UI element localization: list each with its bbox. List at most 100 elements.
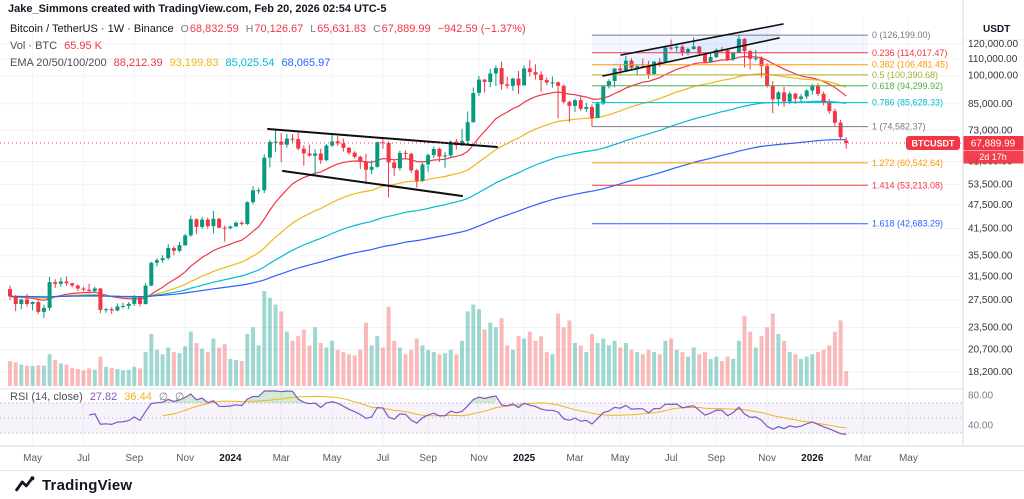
time-tick-May: May: [611, 453, 630, 464]
rsi-line: [88, 390, 847, 436]
time-tick-Sep: Sep: [419, 453, 437, 464]
rsi-empty-slot-2: ∅: [174, 391, 185, 403]
time-tick-2026: 2026: [801, 453, 824, 464]
symbol-legend[interactable]: Bitcoin / TetherUS · 1W · Binance O 68,83…: [10, 23, 526, 35]
ema-200-line: [10, 139, 847, 298]
fib-label-0: 0 (126,199.00): [872, 30, 931, 40]
time-tick-May: May: [23, 453, 42, 464]
fib-label-1.272: 1.272 (60,542.64): [872, 158, 943, 168]
rsi-empty-slot-1: ∅: [158, 391, 168, 403]
grid-lines: [0, 18, 963, 446]
fib-label-0.5: 0.5 (100,390.68): [872, 70, 938, 80]
time-tick-Nov: Nov: [470, 453, 488, 464]
rsi-label: RSI (14, close): [10, 391, 83, 403]
wedge-upper[interactable]: [620, 23, 784, 56]
svg-text:110,000.00: 110,000.00: [968, 54, 1018, 65]
time-tick-Mar: Mar: [273, 453, 291, 464]
rsi-legend[interactable]: RSI (14, close) 27.82 36.44 ∅ ∅: [10, 391, 184, 403]
symbol-title[interactable]: Bitcoin / TetherUS · 1W · Binance: [10, 23, 174, 35]
candlestick-series: [8, 35, 849, 319]
time-tick-May: May: [323, 453, 342, 464]
channel-lower[interactable]: [282, 170, 463, 197]
svg-text:40.00: 40.00: [968, 421, 993, 432]
footer-bar: TradingView: [0, 470, 1024, 499]
high-label: H: [245, 23, 254, 35]
svg-text:23,500.00: 23,500.00: [968, 322, 1013, 333]
svg-text:120,000.00: 120,000.00: [968, 39, 1018, 50]
ema-legend[interactable]: EMA 20/50/100/200 88,212.39 93,199.83 85…: [10, 57, 330, 69]
rsi-value: 27.82: [89, 391, 118, 403]
close-label: C: [373, 23, 381, 35]
open-label: O: [180, 23, 189, 35]
open-value: 68,832.59: [189, 23, 239, 35]
time-tick-Sep: Sep: [707, 453, 725, 464]
ohlc-high: H 70,126.67: [246, 23, 304, 35]
ema-200-value: 68,065.97: [281, 57, 331, 69]
current-price-badge: [963, 136, 1024, 150]
time-tick-May: May: [899, 453, 918, 464]
volume-value: 65.95 K: [64, 40, 102, 52]
svg-text:67,889.99: 67,889.99: [971, 139, 1016, 150]
svg-text:53,500.00: 53,500.00: [968, 179, 1013, 190]
low-value: 65,631.83: [317, 23, 367, 35]
ohlc-close: C 67,889.99: [373, 23, 431, 35]
ema-20-value: 88,212.39: [113, 57, 163, 69]
low-label: L: [310, 23, 317, 35]
price-badges: 67,889.99 2d 17h BTCUSDT: [906, 136, 1024, 164]
rsi-ma-line: [162, 395, 847, 429]
price-axis[interactable]: USDT 120,000.00 110,000.00 100,000.00 85,000…: [962, 0, 1024, 470]
ema-100-value: 85,025.54: [225, 57, 275, 69]
axis-currency-label: USDT: [983, 24, 1010, 35]
close-value: 67,889.99: [381, 23, 431, 35]
time-tick-Jul: Jul: [377, 453, 390, 464]
time-tick-2025: 2025: [513, 453, 536, 464]
volume-label: Vol · BTC: [10, 40, 58, 52]
svg-text:20,700.00: 20,700.00: [968, 345, 1013, 356]
wedge-fill: [603, 24, 783, 76]
time-tick-Jul: Jul: [77, 453, 90, 464]
svg-text:80.00: 80.00: [968, 391, 993, 402]
trendline-drawings[interactable]: [267, 23, 784, 197]
fib-label-1.618: 1.618 (42,683.29): [872, 219, 943, 229]
change-value: −942.59 (−1.37%): [437, 23, 526, 35]
channel-upper[interactable]: [267, 128, 498, 148]
time-axis[interactable]: May Jul Sep Nov 2024 Mar May Jul Sep Nov 2025 Mar Ma…: [0, 445, 1024, 470]
svg-text:27,500.00: 27,500.00: [968, 295, 1013, 306]
ohlc-open: O 68,832.59: [181, 23, 239, 35]
high-value: 70,126.67: [254, 23, 304, 35]
volume-legend[interactable]: Vol · BTC 65.95 K: [10, 40, 102, 52]
time-tick-2024: 2024: [219, 453, 242, 464]
time-tick-Nov: Nov: [176, 453, 194, 464]
svg-text:85,000.00: 85,000.00: [968, 99, 1013, 110]
svg-text:BTCUSDT: BTCUSDT: [912, 139, 955, 149]
svg-text:73,000.00: 73,000.00: [968, 125, 1013, 136]
tradingview-logo-icon[interactable]: [14, 475, 35, 496]
svg-text:31,500.00: 31,500.00: [968, 272, 1013, 283]
svg-text:18,200.00: 18,200.00: [968, 367, 1013, 378]
tradingview-wordmark[interactable]: TradingView: [42, 476, 133, 494]
svg-text:2d 17h: 2d 17h: [979, 152, 1007, 162]
rsi-ma-value: 36.44: [124, 391, 152, 403]
volume-series: [8, 291, 849, 387]
time-tick-Mar: Mar: [855, 453, 873, 464]
countdown-badge: [963, 150, 1024, 164]
svg-text:35,500.00: 35,500.00: [968, 251, 1013, 262]
fib-label-1: 1 (74,582.37): [872, 122, 926, 132]
fib-retracement: 0 (126,199.00) 0.236 (114,017.47) 0.382 (1…: [591, 30, 948, 229]
ema-50-value: 93,199.83: [169, 57, 219, 69]
fib-label-0.786: 0.786 (85,628.33): [872, 98, 943, 108]
fib-label-0.382: 0.382 (106,481.45): [872, 60, 948, 70]
time-tick-Nov: Nov: [758, 453, 776, 464]
time-tick-Sep: Sep: [125, 453, 143, 464]
wedge-lower[interactable]: [602, 37, 780, 77]
time-tick-Jul: Jul: [665, 453, 678, 464]
symbol-price-tag: [906, 136, 960, 150]
ohlc-low: L 65,631.83: [310, 23, 366, 35]
fib-label-1.414: 1.414 (53,213.08): [872, 180, 943, 190]
fib-label-0.236: 0.236 (114,017.47): [872, 48, 947, 58]
svg-text:47,500.00: 47,500.00: [968, 200, 1013, 211]
attribution-text: Jake_Simmons created with TradingView.co…: [8, 3, 387, 15]
ema-label: EMA 20/50/100/200: [10, 57, 107, 69]
chart-canvas[interactable]: 0 (126,199.00) 0.236 (114,017.47) 0.382 (1…: [0, 0, 1024, 470]
